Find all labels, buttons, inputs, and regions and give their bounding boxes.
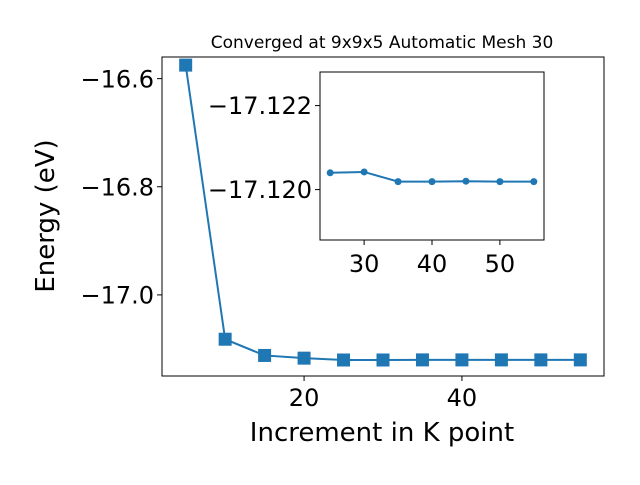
- main-data-point: [218, 332, 232, 346]
- main-title: Converged at 9x9x5 Automatic Mesh 30: [211, 33, 554, 53]
- main-x-tick-label: 20: [289, 384, 320, 412]
- inset-y-tick-label: −17.120: [208, 176, 312, 204]
- inset-series-layer: [326, 168, 538, 186]
- main-data-point: [376, 353, 390, 367]
- main-x-tick-label: 40: [447, 384, 478, 412]
- inset-y-tick-label: −17.122: [208, 92, 312, 120]
- inset-x-tick-label: 50: [485, 250, 516, 278]
- main-x-axis-label: Increment in K point: [250, 418, 514, 448]
- inset-plot-frame: [319, 71, 545, 241]
- main-y-tick-label: −17.0: [80, 282, 154, 310]
- main-ticks-layer: 20 40 −16.6 −16.8 −17.0: [80, 65, 477, 412]
- main-axes: Converged at 9x9x5 Automatic Mesh 30 Inc…: [31, 33, 605, 448]
- inset-background: [320, 72, 544, 240]
- inset-data-point: [326, 169, 334, 177]
- main-data-point: [179, 58, 193, 72]
- main-data-point: [534, 353, 548, 367]
- main-data-point: [415, 353, 429, 367]
- main-data-point: [573, 353, 587, 367]
- inset-data-point: [360, 168, 368, 176]
- main-data-point: [494, 353, 508, 367]
- main-data-point: [297, 351, 311, 365]
- main-plot-frame: [161, 56, 605, 377]
- inset-ticks-layer: 30 40 50 −17.122 −17.120: [208, 92, 515, 278]
- inset-data-point: [462, 177, 470, 185]
- main-data-point: [455, 353, 469, 367]
- main-y-axis-label: Energy (eV): [31, 139, 61, 292]
- inset-data-point: [394, 178, 402, 186]
- inset-data-point: [428, 178, 436, 186]
- inset-axes: 30 40 50 −17.122 −17.120: [208, 71, 545, 278]
- inset-x-tick-label: 40: [417, 250, 448, 278]
- main-data-point: [337, 353, 351, 367]
- inset-data-point: [496, 178, 504, 186]
- main-y-tick-label: −16.6: [80, 65, 154, 93]
- main-y-tick-label: −16.8: [80, 173, 154, 201]
- inset-x-tick-label: 30: [349, 250, 380, 278]
- main-series-layer: [179, 58, 587, 367]
- inset-data-point: [530, 178, 538, 186]
- main-data-point: [258, 348, 272, 362]
